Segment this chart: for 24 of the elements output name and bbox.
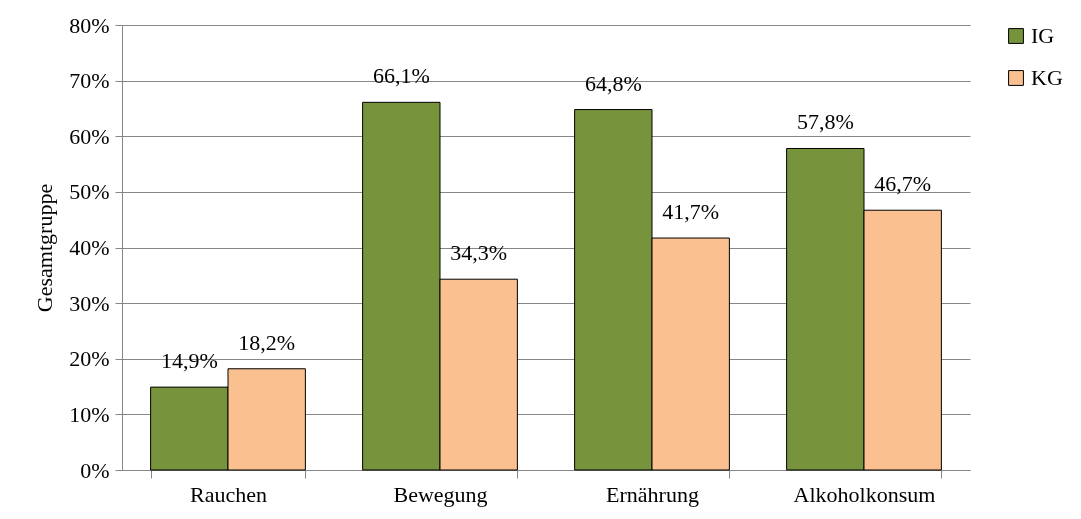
data-label: 18,2% [238,329,296,355]
data-label: 34,3% [450,240,508,266]
legend-label: KG [1031,65,1063,90]
data-label: 57,8% [796,109,854,135]
y-axis-title: Gesamtgruppe [32,183,58,313]
legend-label: IG [1031,23,1055,48]
x-tick-label: Alkoholkonsum [793,481,936,507]
data-label: 46,7% [874,171,932,197]
y-tick-label: 40% [69,235,110,260]
data-label: 41,7% [662,199,720,225]
y-tick-label: 50% [69,179,110,205]
y-tick-label: 70% [69,68,110,94]
y-tick-label: 0% [80,457,110,483]
x-tick-label: Bewegung [393,481,488,507]
y-tick-label: 60% [69,123,110,149]
x-tick-label: Rauchen [190,481,267,507]
y-tick-label: 30% [69,290,110,316]
data-label: 64,8% [584,70,642,96]
x-tick-label: Ernährung [606,481,699,507]
y-tick-label: 20% [69,346,110,372]
data-label: 66,1% [372,63,430,89]
y-tick-label: 80% [69,12,110,38]
data-label: 14,9% [160,348,218,374]
y-tick-label: 10% [69,401,110,427]
